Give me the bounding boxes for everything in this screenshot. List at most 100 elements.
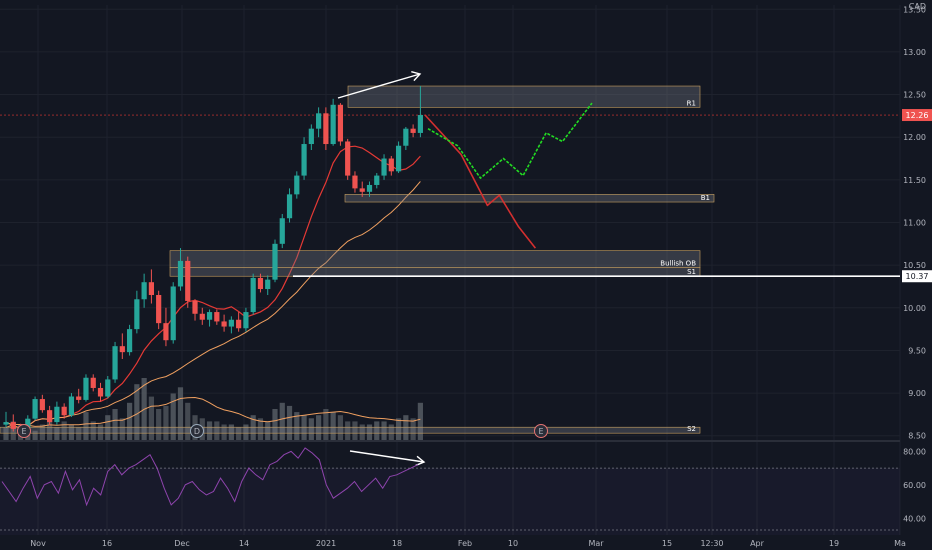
candle-body[interactable]: [156, 295, 162, 324]
candle-body[interactable]: [374, 175, 380, 185]
event-marker[interactable]: [534, 424, 548, 438]
volume-bar: [265, 421, 271, 440]
candle-body[interactable]: [170, 286, 176, 341]
candle-body[interactable]: [68, 396, 75, 416]
candle-body[interactable]: [395, 145, 402, 172]
zone-label: Bullish OB: [660, 260, 696, 268]
candle-body[interactable]: [90, 377, 96, 388]
time-tick-label: Dec: [174, 539, 189, 548]
ma-slow-line: [5, 181, 421, 429]
candle-body[interactable]: [32, 399, 38, 419]
zone-box[interactable]: [169, 250, 701, 269]
candle-body[interactable]: [192, 300, 198, 314]
candle-body[interactable]: [83, 377, 89, 400]
candle-body[interactable]: [366, 184, 373, 192]
candle-body[interactable]: [214, 312, 220, 322]
candle-body[interactable]: [345, 141, 351, 176]
current-price-badge[interactable]: [902, 109, 932, 122]
candle-body[interactable]: [206, 312, 213, 320]
candle-body[interactable]: [359, 188, 365, 192]
volume-bar: [206, 421, 213, 440]
volume-bar: [359, 424, 365, 440]
zone-box[interactable]: [169, 267, 701, 277]
event-marker[interactable]: [190, 424, 204, 438]
candle-body[interactable]: [286, 194, 293, 219]
volume-bar: [105, 415, 111, 440]
candle-body[interactable]: [10, 422, 16, 429]
candle-body[interactable]: [236, 319, 242, 329]
candle-body[interactable]: [308, 128, 314, 145]
candle-body[interactable]: [97, 387, 104, 397]
candle-body[interactable]: [294, 175, 300, 195]
zone-box[interactable]: [347, 85, 701, 108]
candle-body[interactable]: [141, 282, 147, 300]
candle-body[interactable]: [3, 422, 9, 425]
candle-body[interactable]: [279, 218, 285, 244]
candle-body[interactable]: [177, 260, 184, 287]
zone-box[interactable]: [344, 194, 715, 203]
candle-body[interactable]: [243, 312, 249, 329]
candle-body[interactable]: [381, 158, 387, 176]
candle-body[interactable]: [148, 282, 154, 295]
time-tick-label: 15: [662, 539, 672, 548]
candle-body[interactable]: [388, 158, 394, 172]
candle-body[interactable]: [316, 113, 322, 129]
candle-body[interactable]: [163, 323, 169, 341]
volume-bar: [337, 415, 344, 440]
candle-body[interactable]: [417, 115, 423, 133]
axes: 13.50 13.00 12.50 12.00 11.50 11.00 10.50 10.00…: [30, 2, 932, 548]
line-price-text: 10.37: [906, 272, 929, 281]
volume-bar: [323, 409, 329, 440]
candle-body[interactable]: [105, 379, 111, 397]
candle-body[interactable]: [61, 406, 67, 416]
volume-bar: [381, 421, 387, 440]
candle-body[interactable]: [301, 144, 307, 176]
candle-body[interactable]: [265, 279, 271, 290]
event-marker[interactable]: [17, 424, 31, 438]
candle-body[interactable]: [126, 329, 133, 353]
volume-bar: [32, 430, 38, 440]
candle-body[interactable]: [119, 346, 125, 353]
time-tick-label: 14: [239, 539, 249, 548]
candle-body[interactable]: [199, 313, 205, 320]
volume-bar: [388, 424, 394, 440]
candle-body[interactable]: [352, 175, 358, 189]
volume-bar: [236, 427, 242, 440]
candle-body[interactable]: [39, 399, 45, 411]
candle-body[interactable]: [112, 346, 118, 380]
candle-body[interactable]: [337, 104, 344, 142]
candle-body[interactable]: [323, 113, 329, 145]
candle-body[interactable]: [257, 277, 264, 290]
candle-body[interactable]: [272, 243, 278, 280]
price-tick-label: 12.50: [903, 91, 926, 100]
volume-bar: [3, 427, 9, 440]
candle-body[interactable]: [410, 128, 416, 133]
candle-body[interactable]: [221, 321, 227, 327]
line-price-badge[interactable]: [902, 270, 932, 283]
candle-body[interactable]: [403, 128, 409, 146]
candle-body[interactable]: [54, 406, 60, 423]
candle-body[interactable]: [185, 260, 191, 301]
candle-body[interactable]: [250, 277, 256, 313]
candle-body[interactable]: [228, 319, 234, 327]
rsi-band: [0, 468, 900, 535]
time-tick-label: 18: [392, 539, 402, 548]
candle-body[interactable]: [330, 104, 336, 145]
volume-bar: [214, 421, 220, 440]
candle-body[interactable]: [76, 396, 82, 400]
volume-bar: [410, 418, 416, 440]
projection-red-path: [424, 114, 537, 249]
volume-bar: [76, 427, 82, 440]
candle-body[interactable]: [47, 410, 53, 423]
volume-bar: [308, 418, 314, 440]
price-tick-label: 8.50: [908, 432, 926, 441]
volume-bar: [83, 412, 89, 440]
candlesticks[interactable]: [3, 86, 423, 436]
zone-box[interactable]: [0, 426, 701, 434]
time-tick-label: 12:30: [700, 539, 723, 548]
candle-body[interactable]: [134, 299, 140, 330]
price-divergence-arrow: [337, 73, 421, 99]
